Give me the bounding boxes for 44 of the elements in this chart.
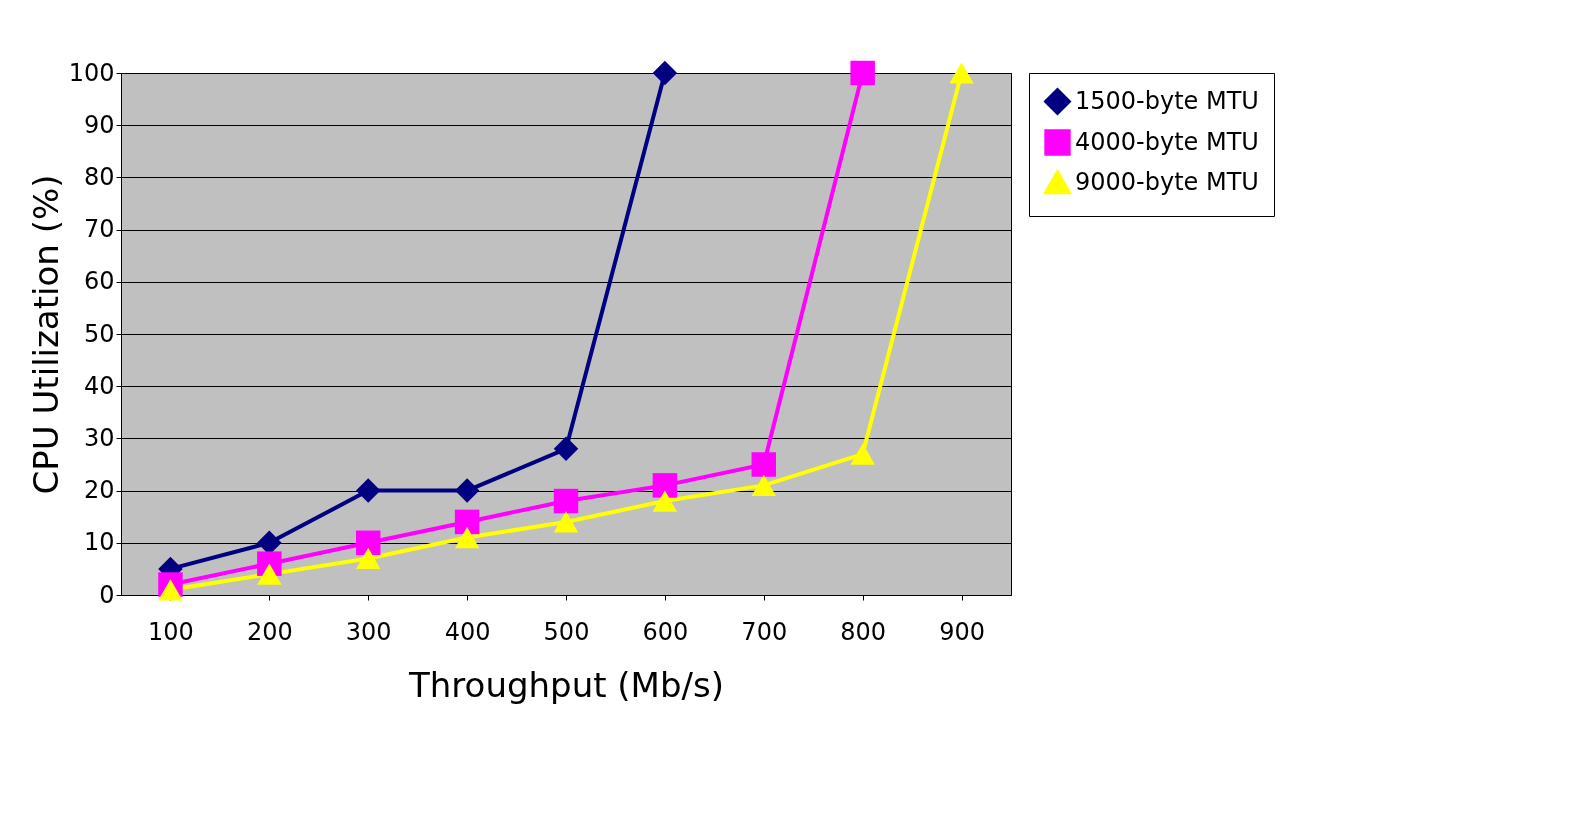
x-tick-label: 400 [444,617,491,646]
y-axis-title: CPU Utilization (%) [25,174,66,495]
x-tick-label: 900 [939,617,985,646]
y-tick-label: 80 [83,162,115,191]
legend-label: 4000-byte MTU [1075,127,1259,156]
y-tick-label: 90 [83,110,115,139]
point [850,60,875,86]
y-tick-label: 10 [83,528,115,557]
y-tick-label: 50 [83,319,115,348]
y-tick-label: 30 [83,423,115,452]
point [257,563,282,585]
y-tick-label: 100 [68,58,115,87]
y-tick-label: 70 [83,215,115,244]
point [158,579,183,601]
point [454,526,480,549]
point [751,474,777,496]
point [454,509,480,535]
point [949,62,974,84]
x-tick-label: 100 [148,617,194,646]
point [652,490,678,512]
y-tick-label: 40 [83,371,115,400]
point [553,511,579,533]
point [355,547,381,570]
x-tick-label: 200 [246,617,293,646]
x-tick-label: 700 [741,617,788,646]
y-tick-label: 0 [99,580,115,609]
point [850,443,875,465]
point [454,478,480,503]
point [751,452,777,477]
point [553,436,579,462]
x-tick-label: 800 [840,617,887,646]
point [652,60,678,86]
point [652,473,678,498]
point [553,488,579,514]
point [355,530,381,556]
y-tick-label: 60 [83,267,115,296]
x-tick-label: 500 [543,617,590,646]
x-tick-label: 300 [345,617,392,646]
x-tick-label: 600 [642,617,689,646]
y-tick-label: 20 [83,476,115,505]
point [355,478,381,503]
legend-label: 9000-byte MTU [1075,167,1259,196]
legend-label: 1500-byte MTU [1075,86,1259,115]
x-axis-title: Throughput (Mb/s) [408,664,724,705]
